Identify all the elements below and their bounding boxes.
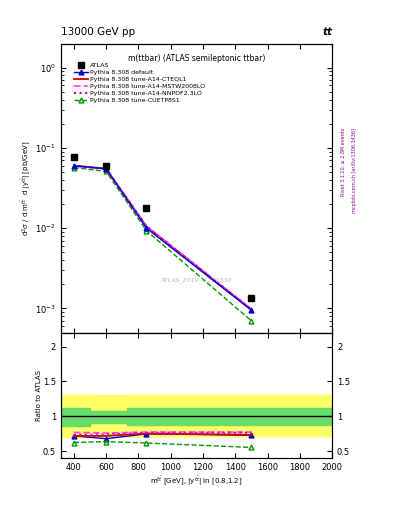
Text: m(ttbar) (ATLAS semileptonic ttbar): m(ttbar) (ATLAS semileptonic ttbar) xyxy=(128,54,265,62)
Text: mcplots.cern.ch [arXiv:1306.3436]: mcplots.cern.ch [arXiv:1306.3436] xyxy=(352,128,357,213)
Pythia 8.308 tune-A14-MSTW2008LO xyxy=(249,306,254,312)
Pythia 8.308 tune-A14-MSTW2008LO xyxy=(104,166,108,172)
Pythia 8.308 tune-A14-CTEQL1 xyxy=(144,223,149,229)
Pythia 8.308 tune-A14-CTEQL1 xyxy=(72,163,76,169)
X-axis label: m$^{t\bar{t}}$ [GeV], |y$^{t\bar{t}}$| in [0.8,1.2]: m$^{t\bar{t}}$ [GeV], |y$^{t\bar{t}}$| i… xyxy=(151,475,242,489)
Text: 13000 GeV pp: 13000 GeV pp xyxy=(61,27,135,37)
Pythia 8.308 tune-A14-NNPDF2.3LO xyxy=(249,306,254,312)
Pythia 8.308 default xyxy=(72,163,76,169)
Pythia 8.308 default xyxy=(249,307,254,313)
Pythia 8.308 tune-A14-NNPDF2.3LO xyxy=(144,223,149,229)
Line: Pythia 8.308 tune-CUETP8S1: Pythia 8.308 tune-CUETP8S1 xyxy=(72,165,254,323)
Text: tt: tt xyxy=(322,27,332,37)
Pythia 8.308 tune-CUETP8S1 xyxy=(144,228,149,234)
Line: Pythia 8.308 tune-A14-NNPDF2.3LO: Pythia 8.308 tune-A14-NNPDF2.3LO xyxy=(74,166,252,309)
Text: ATLAS_2019_I1750330: ATLAS_2019_I1750330 xyxy=(161,278,232,283)
Line: Pythia 8.308 default: Pythia 8.308 default xyxy=(72,163,254,313)
Pythia 8.308 tune-A14-MSTW2008LO xyxy=(144,223,149,229)
ATLAS xyxy=(104,163,108,169)
Legend: ATLAS, Pythia 8.308 default, Pythia 8.308 tune-A14-CTEQL1, Pythia 8.308 tune-A14: ATLAS, Pythia 8.308 default, Pythia 8.30… xyxy=(72,61,207,105)
Pythia 8.308 tune-CUETP8S1 xyxy=(104,168,108,175)
Line: ATLAS: ATLAS xyxy=(71,154,255,301)
ATLAS xyxy=(144,205,149,211)
Pythia 8.308 tune-A14-CTEQL1 xyxy=(249,306,254,312)
ATLAS xyxy=(72,155,76,161)
Pythia 8.308 default xyxy=(104,166,108,172)
Pythia 8.308 tune-A14-NNPDF2.3LO xyxy=(72,163,76,169)
Line: Pythia 8.308 tune-A14-MSTW2008LO: Pythia 8.308 tune-A14-MSTW2008LO xyxy=(74,166,252,309)
Pythia 8.308 default xyxy=(144,225,149,231)
ATLAS xyxy=(249,295,254,301)
Pythia 8.308 tune-CUETP8S1 xyxy=(72,164,76,170)
Pythia 8.308 tune-A14-NNPDF2.3LO xyxy=(104,166,108,172)
Text: Rivet 3.1.10, ≥ 2.8M events: Rivet 3.1.10, ≥ 2.8M events xyxy=(341,128,346,196)
Y-axis label: d$^2\sigma$ / d m$^{t\bar{t}}$  d |y$^{t\bar{t}}$| [pb/GeV]: d$^2\sigma$ / d m$^{t\bar{t}}$ d |y$^{t\… xyxy=(20,140,34,236)
Pythia 8.308 tune-A14-MSTW2008LO xyxy=(72,163,76,169)
Pythia 8.308 tune-CUETP8S1 xyxy=(249,318,254,324)
Y-axis label: Ratio to ATLAS: Ratio to ATLAS xyxy=(35,370,42,421)
Pythia 8.308 tune-A14-CTEQL1 xyxy=(104,166,108,172)
Line: Pythia 8.308 tune-A14-CTEQL1: Pythia 8.308 tune-A14-CTEQL1 xyxy=(74,166,252,309)
